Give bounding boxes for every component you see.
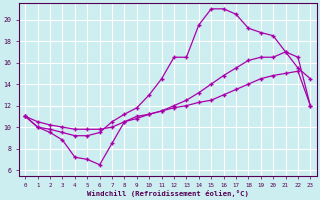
X-axis label: Windchill (Refroidissement éolien,°C): Windchill (Refroidissement éolien,°C) [87, 190, 249, 197]
